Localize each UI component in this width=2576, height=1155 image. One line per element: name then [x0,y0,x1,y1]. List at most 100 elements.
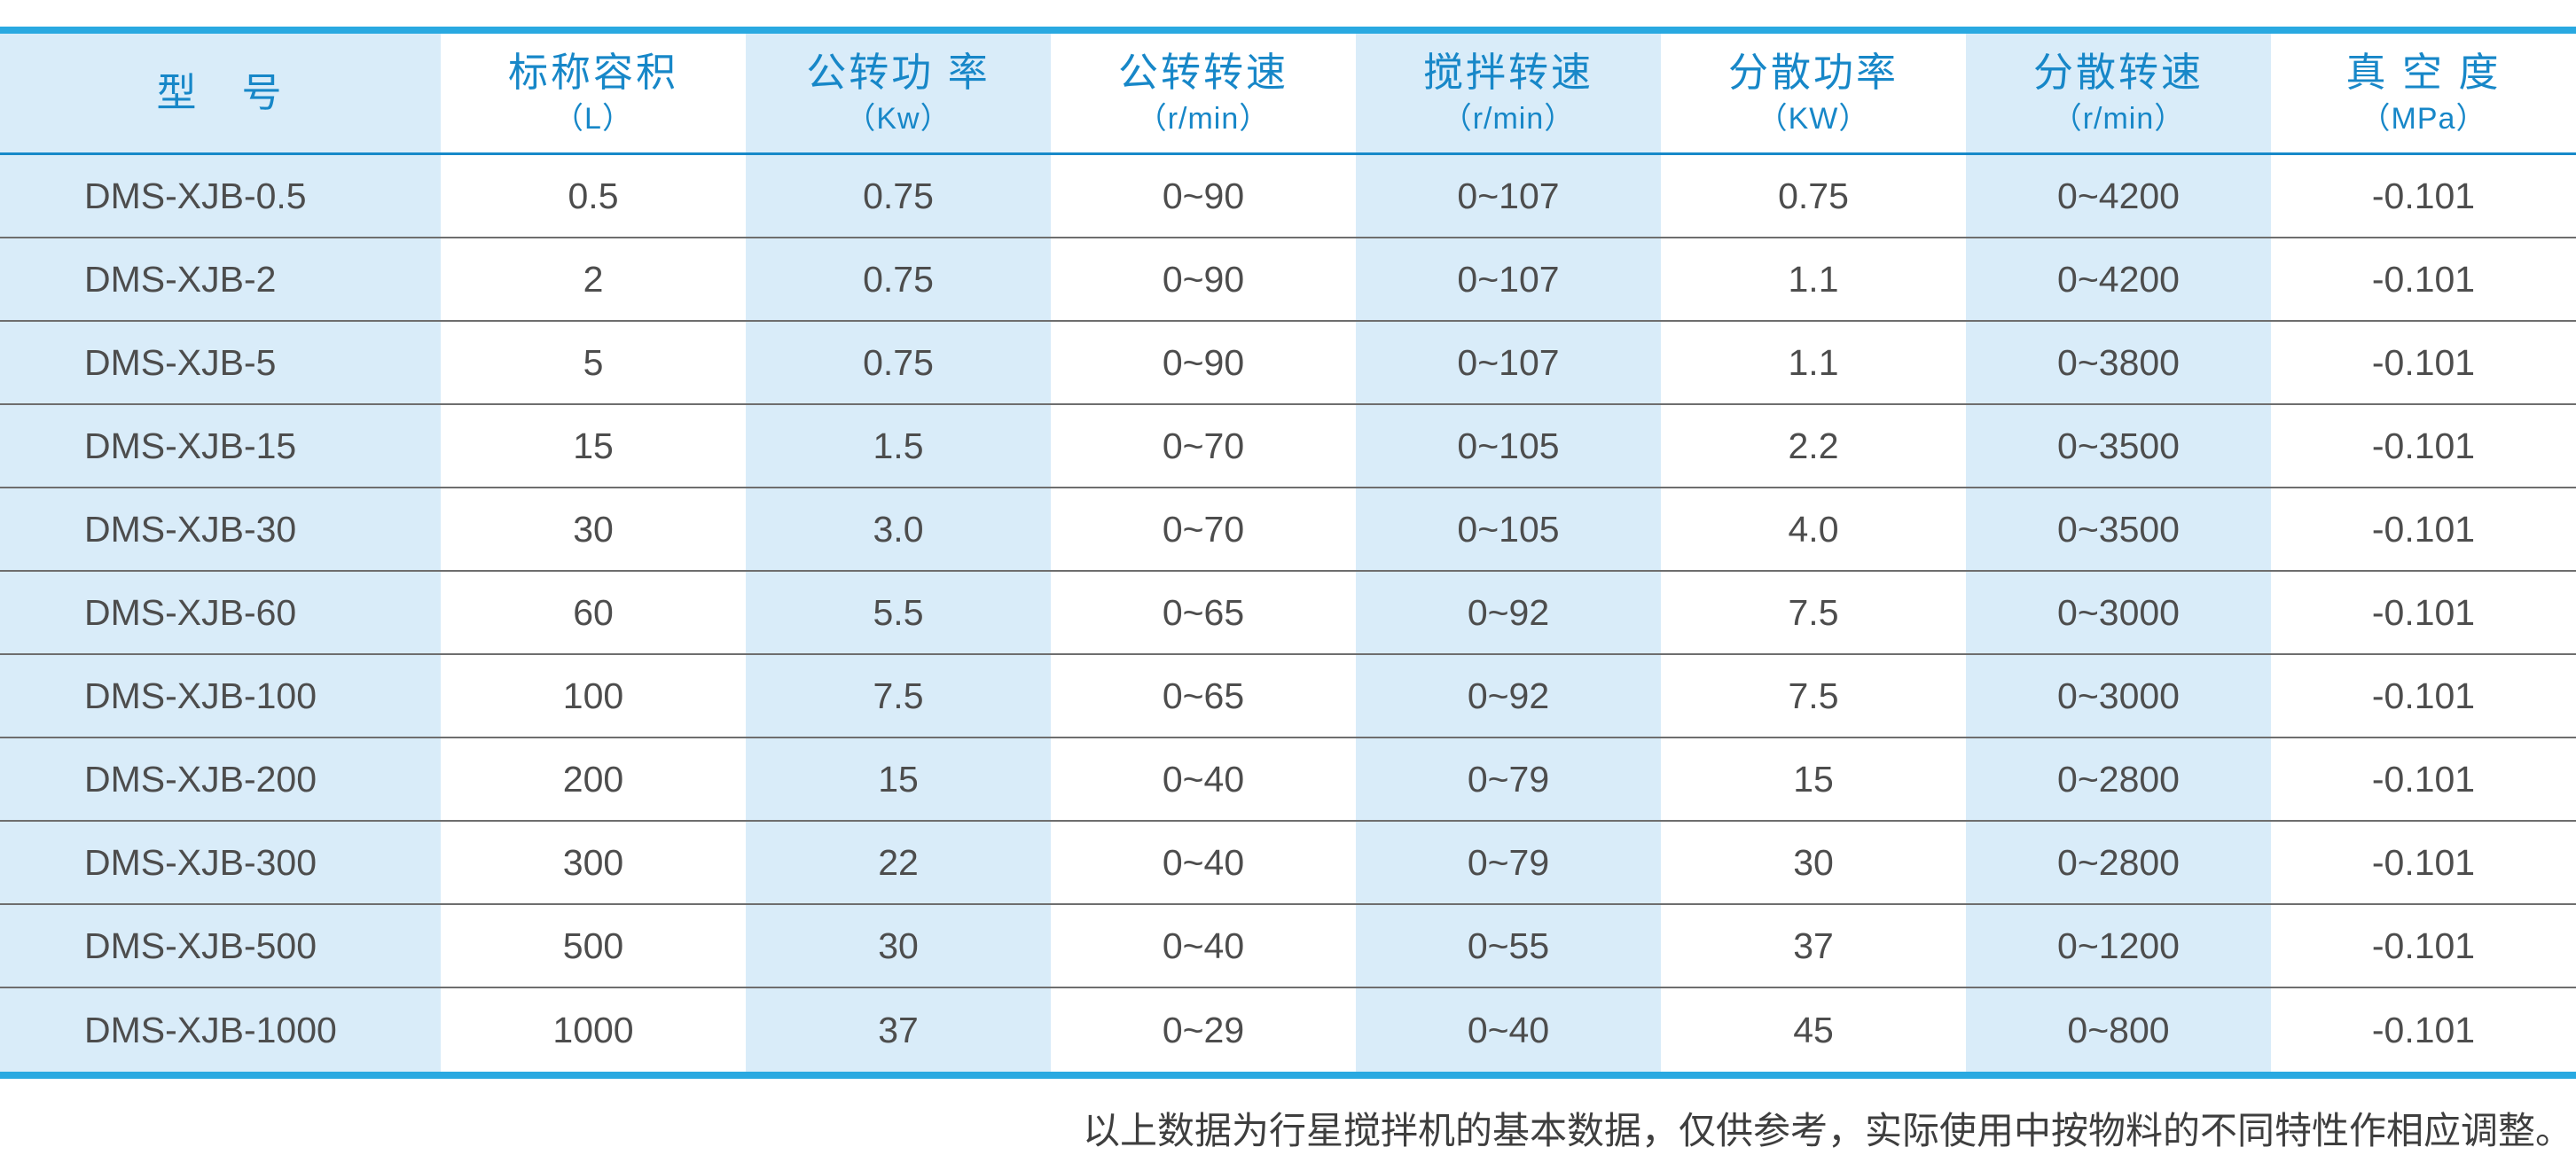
spec-table: 型 号 标称容积 （L） 公转功 率 （Kw） 公转转速 （r/min） 搅拌转速 （r/min… [0,27,2576,1079]
header-title: 型 号 [156,70,285,116]
table-row: DMS-XJB-30 30 3.0 0~70 0~105 4.0 0~3500 -0.101 [0,488,2576,572]
header-title: 标称容积 [507,49,678,95]
header-cell-2: 公转功 率 （Kw） [746,34,1051,152]
model-cell: DMS-XJB-1000 [0,988,441,1072]
model-cell: DMS-XJB-200 [0,738,441,820]
value-cell: 5.5 [746,572,1051,653]
value-cell: 0~65 [1162,675,1245,716]
value-cell: 0~1200 [1966,905,2271,987]
header-unit: （r/min） [1136,102,1271,137]
value-cell: -0.101 [2371,175,2476,216]
model-cell: DMS-XJB-0.5 [0,155,441,237]
value-cell: 0~90 [1162,341,1245,383]
header-cell-5: 分散功率 （KW） [1661,34,1966,152]
value-cell: 0~2800 [1966,822,2271,903]
header-cell-4: 搅拌转速 （r/min） [1356,34,1661,152]
header-unit: （r/min） [1441,102,1576,137]
value-cell: 0~90 [1162,175,1245,216]
model-cell: DMS-XJB-5 [0,322,441,403]
value-cell: 0~800 [1966,988,2271,1072]
value-cell: 30 [1793,841,1834,883]
value-cell: -0.101 [2371,925,2476,966]
value-cell: 15 [746,738,1051,820]
value-cell: 0~3000 [1966,655,2271,737]
value-cell: 0~40 [1356,988,1661,1072]
value-cell: -0.101 [2371,758,2476,800]
header-cell-3: 公转转速 （r/min） [1051,34,1356,152]
value-cell: 500 [562,925,624,966]
value-cell: 22 [746,822,1051,903]
value-cell: 0~92 [1356,655,1661,737]
value-cell: 0.5 [568,175,619,216]
header-unit: （L） [553,102,633,137]
table-header-row: 型 号 标称容积 （L） 公转功 率 （Kw） 公转转速 （r/min） 搅拌转速 （r/min… [0,34,2576,155]
header-cell-6: 分散转速 （r/min） [1966,34,2271,152]
value-cell: 7.5 [746,655,1051,737]
model-cell: DMS-XJB-300 [0,822,441,903]
table-row: DMS-XJB-0.5 0.5 0.75 0~90 0~107 0.75 0~4200 -0.… [0,155,2576,238]
value-cell: 0~4200 [1966,155,2271,237]
header-cell-7: 真 空 度 （MPa） [2271,34,2576,152]
model-cell: DMS-XJB-30 [0,488,441,570]
table-row: DMS-XJB-500 500 30 0~40 0~55 37 0~1200 -0.101 [0,905,2576,988]
value-cell: 0~40 [1162,925,1245,966]
value-cell: 0~70 [1162,425,1245,466]
table-row: DMS-XJB-2 2 0.75 0~90 0~107 1.1 0~4200 -0.101 [0,238,2576,322]
header-unit: （Kw） [845,102,951,137]
value-cell: -0.101 [2371,675,2476,716]
value-cell: 60 [573,591,614,633]
header-unit: （KW） [1757,102,1870,137]
value-cell: 0~107 [1356,155,1661,237]
value-cell: 0~29 [1162,1009,1245,1050]
header-title: 公转转速 [1117,49,1288,95]
value-cell: 0.75 [746,238,1051,320]
value-cell: 1.1 [1788,258,1839,300]
value-cell: 1000 [552,1009,634,1050]
model-cell: DMS-XJB-60 [0,572,441,653]
table-body: DMS-XJB-0.5 0.5 0.75 0~90 0~107 0.75 0~4200 -0.… [0,155,2576,1072]
value-cell: 37 [746,988,1051,1072]
value-cell: 0~107 [1356,322,1661,403]
value-cell: 15 [573,425,614,466]
value-cell: 3.0 [746,488,1051,570]
header-cell-0: 型 号 [0,34,441,152]
header-unit: （r/min） [2051,102,2186,137]
value-cell: 1.1 [1788,341,1839,383]
value-cell: 0~3800 [1966,322,2271,403]
value-cell: 30 [573,508,614,550]
value-cell: -0.101 [2371,1009,2476,1050]
value-cell: 0~2800 [1966,738,2271,820]
value-cell: 2.2 [1788,425,1839,466]
value-cell: 300 [562,841,624,883]
value-cell: -0.101 [2371,341,2476,383]
table-row: DMS-XJB-5 5 0.75 0~90 0~107 1.1 0~3800 -0.101 [0,322,2576,405]
value-cell: 200 [562,758,624,800]
value-cell: 0.75 [1778,175,1849,216]
value-cell: 0~40 [1162,841,1245,883]
header-title: 真 空 度 [2345,49,2502,95]
value-cell: 30 [746,905,1051,987]
value-cell: -0.101 [2371,591,2476,633]
header-title: 分散转速 [2032,49,2204,95]
table-row: DMS-XJB-15 15 1.5 0~70 0~105 2.2 0~3500 -0.101 [0,405,2576,488]
value-cell: 5 [583,341,604,383]
header-title: 分散功率 [1727,49,1899,95]
footnote: 以上数据为行星搅拌机的基本数据，仅供参考，实际使用中按物料的不同特性作相应调整。 [1082,1109,2572,1152]
model-cell: DMS-XJB-15 [0,405,441,487]
value-cell: 7.5 [1788,591,1839,633]
value-cell: 37 [1793,925,1834,966]
value-cell: 0~3500 [1966,405,2271,487]
value-cell: 0~90 [1162,258,1245,300]
value-cell: 0~3000 [1966,572,2271,653]
header-title: 公转功 率 [806,49,990,95]
value-cell: -0.101 [2371,258,2476,300]
value-cell: 0~3500 [1966,488,2271,570]
table-row: DMS-XJB-100 100 7.5 0~65 0~92 7.5 0~3000 -0.101 [0,655,2576,738]
table-bottom-border [0,1072,2576,1079]
value-cell: 0~55 [1356,905,1661,987]
value-cell: 0.75 [746,155,1051,237]
value-cell: 0~40 [1162,758,1245,800]
value-cell: 45 [1793,1009,1834,1050]
value-cell: 100 [562,675,624,716]
value-cell: 1.5 [746,405,1051,487]
